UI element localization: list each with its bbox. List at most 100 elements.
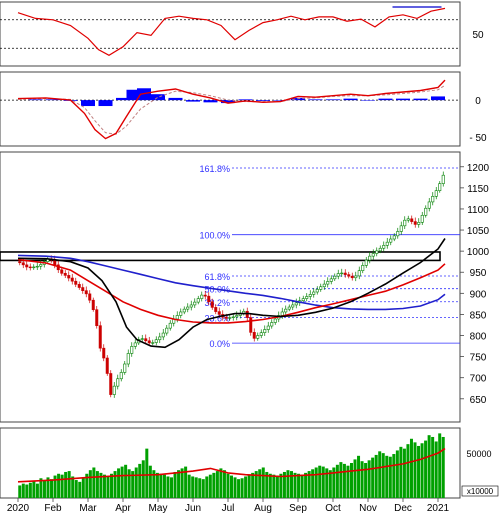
volume-bar [148,465,152,498]
volume-bar [39,478,43,498]
candle-body [319,286,323,290]
month-tick-label: Jun [185,503,201,514]
volume-bar [237,479,241,498]
candle-body [224,316,228,319]
candle-body [70,277,74,282]
candle-body [144,338,148,342]
volume-bar [427,435,431,498]
candle-body [382,245,386,249]
macd-histogram-bar [431,96,445,101]
candle-body [434,190,438,197]
candle-body [305,296,309,299]
fib-level-label: 100.0% [199,231,230,241]
candle-body [357,270,361,277]
candle-body [123,363,127,373]
volume-bar [388,456,392,498]
rsi-line [17,7,446,56]
candle-body [130,346,134,354]
volume-bar [240,478,244,498]
price-tick-label: 1100 [467,205,489,216]
volume-bars [18,433,445,498]
candle-body [364,259,368,266]
candle-body [280,311,284,316]
macd-histogram-bar [81,100,95,107]
candle-body [392,235,396,240]
volume-bar [205,476,209,498]
volume-bar [275,475,279,498]
candle-body [287,306,291,310]
volume-bar [431,436,435,498]
price-tick-label: 700 [470,374,487,385]
month-tick-label: Apr [115,503,131,514]
candle-body [245,310,249,318]
candle-body [175,315,179,320]
candle-body [413,221,417,225]
volume-bar [95,471,99,498]
candle-body [196,298,200,303]
candle-body [354,275,358,279]
volume-bar [180,468,184,498]
month-tick-label: Aug [254,503,272,514]
candle-body [420,214,424,223]
volume-bar [289,471,293,498]
candle-body [77,284,81,288]
month-tick-label: Oct [325,503,341,514]
volume-bar [71,476,75,498]
volume-bar [74,480,78,498]
price-tick-label: 850 [470,310,487,321]
volume-bar [18,485,22,498]
macd-histogram-bar [151,94,165,101]
volume-bar [328,470,332,498]
volume-bar [170,477,174,498]
candle-body [193,301,197,306]
price-tick-label: 750 [470,353,487,364]
volume-bar [53,475,57,498]
candle-body [63,272,67,276]
volume-bar [131,471,135,498]
candle-body [291,304,295,308]
volume-bar [364,463,368,498]
volume-bar [434,441,438,498]
candle-body [249,317,253,333]
macd-histogram-bar [168,97,183,101]
fib-level-label: 161.8% [199,164,230,174]
volume-bar [124,464,128,498]
volume-bar [367,460,371,498]
candle-body [186,306,190,310]
candle-body [336,273,340,277]
volume-bar [60,474,64,498]
candle-body [361,265,365,271]
candle-body [231,316,235,318]
volume-bar [314,467,318,498]
volume-bar [272,474,276,498]
volume-bar [279,473,283,498]
volume-bar [230,475,233,498]
volume-bar [25,484,29,498]
macd-histogram-bar [343,98,358,101]
candle-body [417,222,421,225]
volume-bar [21,483,25,498]
price-tick-label: 1200 [467,163,490,174]
volume-bar [325,468,329,498]
macd-histogram-bar [396,98,410,101]
volume-bar [173,471,177,498]
macd-signal-line [17,84,446,135]
candle-body [333,275,337,280]
macd-frame [0,71,461,147]
ma-slow-line [17,254,446,311]
candle-body [126,353,130,365]
macd-histogram-bar [98,100,113,107]
volume-bar [318,465,322,498]
price-tick-label: 1150 [467,184,489,195]
candle-body [438,183,442,191]
volume-bar [191,476,195,498]
volume-bar [406,444,410,498]
candle-body [343,272,347,275]
volume-bar [349,463,353,498]
fib-level-label: 61.8% [204,272,230,282]
candle-body [203,294,207,297]
volume-bar [381,453,385,498]
volume-bar [212,472,216,498]
candle-body [406,218,410,221]
macd-histogram-bar [116,97,130,101]
